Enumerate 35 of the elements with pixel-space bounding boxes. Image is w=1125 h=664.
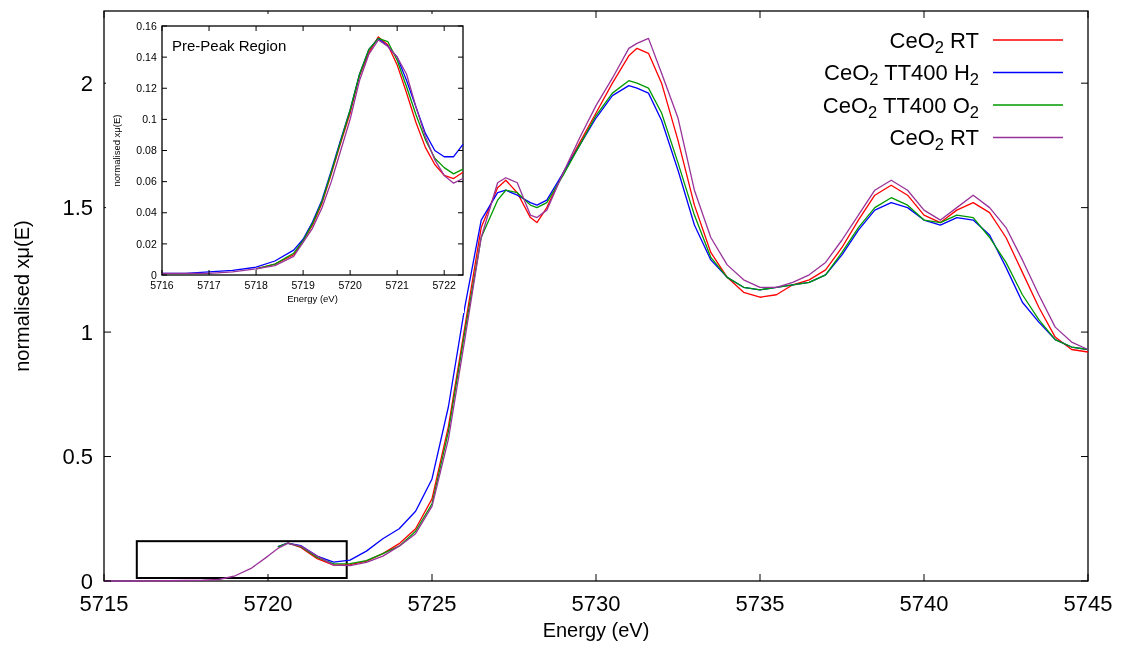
x-tick-label: 5718 [244, 279, 268, 292]
y-tick-label: 0.1 [142, 113, 157, 126]
x-tick-label: 5722 [432, 279, 457, 292]
y-tick-label: 0 [150, 268, 157, 281]
x-tick-label: 5720 [243, 590, 293, 616]
legend-label: CeO$_{2}$ TT400 O$_{2}$ [822, 92, 979, 121]
x-tick-label: 5730 [571, 590, 621, 616]
x-tick-label: 5735 [735, 590, 785, 616]
x-tick-label: 5740 [899, 590, 949, 616]
x-tick-label: 5717 [197, 279, 221, 292]
x-tick-label: 5745 [1063, 590, 1113, 616]
legend-label: CeO$_{2}$ TT400 H$_{2}$ [824, 60, 979, 89]
y-tick-label: 0.5 [62, 444, 93, 470]
y-axis-title: normalised xμ(E) [11, 220, 33, 372]
y-tick-label: 1 [80, 319, 93, 345]
y-axis-title: normalised xμ(E) [111, 114, 122, 187]
y-tick-label: 0.14 [136, 50, 157, 63]
y-tick-label: 0.08 [136, 144, 157, 157]
y-tick-label: 1.5 [62, 195, 93, 221]
y-tick-label: 0.12 [136, 81, 157, 94]
y-tick-label: 0.04 [136, 206, 157, 219]
legend-label: CeO$_{2}$ RT [889, 125, 979, 154]
x-tick-label: 5716 [150, 279, 174, 292]
legend-label: CeO$_{2}$ RT [889, 27, 979, 56]
x-tick-label: 5721 [385, 279, 409, 292]
y-tick-label: 0.06 [136, 175, 157, 188]
text: Pre-Peak Region [172, 37, 287, 54]
y-tick-label: 0.02 [136, 237, 157, 250]
x-tick-label: 5719 [291, 279, 315, 292]
y-tick-label: 2 [80, 70, 93, 96]
x-tick-label: 5725 [407, 590, 457, 616]
y-tick-label: 0.16 [136, 19, 157, 32]
x-tick-label: 5720 [338, 279, 362, 292]
x-axis-title: Energy (eV) [287, 292, 338, 304]
x-axis-title: Energy (eV) [542, 618, 650, 641]
